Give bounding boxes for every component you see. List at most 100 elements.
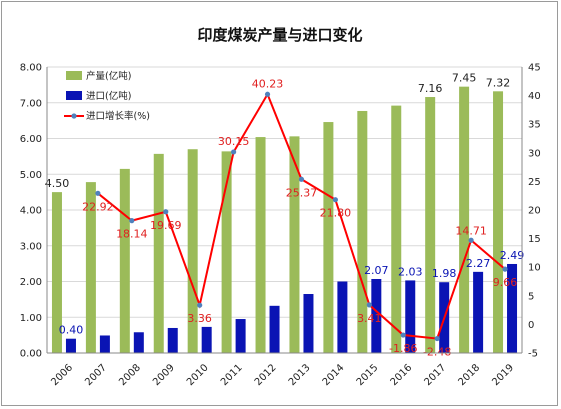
growth-point (95, 190, 101, 196)
growth-data-label: 9.66 (493, 276, 518, 289)
x-tick-label: 2013 (287, 362, 313, 388)
import-bar (337, 281, 348, 353)
y-left-tick-label: 1.00 (20, 313, 42, 324)
import-bar (201, 326, 212, 353)
growth-data-label: 14.71 (455, 224, 487, 237)
y-right-tick-label: 25 (528, 177, 541, 188)
import-bar (235, 319, 246, 353)
growth-point (434, 335, 440, 342)
import-bar (303, 294, 314, 353)
data-labels: 4.50 7.16 7.45 7.32 0.40 2.07 2.03 1.98 2.27 2.49… (45, 72, 525, 359)
y-left-tick-label: 8.00 (20, 63, 42, 74)
import-data-label: 0.40 (59, 324, 84, 337)
import-bar (405, 280, 416, 353)
x-tick-label: 2011 (219, 362, 245, 388)
import-data-label: 2.27 (466, 257, 491, 270)
growth-point (366, 302, 372, 308)
growth-data-label: 25.37 (286, 186, 318, 199)
growth-point (502, 266, 508, 272)
growth-point (231, 149, 237, 155)
y-right-tick-label: 40 (528, 91, 541, 102)
x-tick-label: 2012 (253, 362, 279, 388)
production-bar (187, 149, 198, 353)
growth-data-label: -2.48 (423, 346, 451, 359)
growth-point (197, 302, 203, 308)
y-left-tick-label: 7.00 (20, 98, 42, 109)
production-bar (493, 91, 504, 353)
y-right-tick-label: 35 (528, 120, 541, 131)
y-left-tick-label: 5.00 (20, 170, 42, 181)
import-bar (133, 332, 144, 353)
y-right-tick-label: 5 (528, 291, 534, 302)
growth-point (468, 237, 474, 243)
legend-swatch-production (66, 71, 82, 80)
growth-data-label: 40.23 (252, 77, 284, 90)
import-bar (65, 338, 76, 353)
growth-data-label: 30.15 (218, 135, 250, 148)
legend-marker-growth (71, 113, 77, 119)
production-bar (221, 151, 232, 353)
import-bar (99, 335, 110, 353)
x-tick-label: 2019 (490, 362, 516, 388)
production-bar (357, 110, 368, 353)
growth-point (332, 197, 338, 203)
y-right-tick-label: 10 (528, 263, 541, 274)
production-bar (459, 86, 470, 353)
x-tick-label: 2017 (423, 362, 449, 388)
growth-data-label: -1.86 (389, 342, 417, 355)
import-bar (473, 271, 484, 353)
growth-point (298, 176, 305, 182)
y-right-tick-label: -5 (528, 349, 538, 360)
import-data-label: 2.03 (398, 265, 423, 278)
production-bar (153, 153, 164, 353)
growth-point (400, 332, 406, 338)
y-left-tick-label: 4.00 (20, 206, 42, 217)
y-right-tick-label: 30 (528, 148, 541, 159)
growth-point (129, 218, 135, 224)
growth-data-label: 22.92 (82, 200, 114, 213)
production-bar (425, 97, 436, 353)
legend: 产量(亿吨) 进口(亿吨) 进口增长率(%) (64, 70, 150, 122)
x-tick-label: 2015 (355, 362, 381, 388)
y-right-tick-label: 15 (528, 234, 541, 245)
growth-line (95, 91, 508, 342)
production-bar (51, 192, 62, 353)
production-data-label: 7.16 (418, 82, 443, 95)
x-tick-label: 2007 (83, 362, 109, 388)
x-tick-label: 2018 (456, 362, 482, 388)
y-right-tick-label: 45 (528, 63, 541, 74)
production-bar (119, 168, 130, 353)
y-left-tick-label: 6.00 (20, 134, 42, 145)
production-data-label: 7.45 (452, 72, 477, 85)
legend-label-production: 产量(亿吨) (86, 70, 131, 82)
production-data-label: 7.32 (486, 76, 511, 89)
import-bar (371, 278, 382, 353)
import-data-label: 1.98 (432, 267, 457, 280)
import-bar (167, 327, 178, 353)
production-bar (391, 105, 402, 353)
growth-data-label: 3.41 (357, 312, 382, 325)
production-bar (255, 137, 266, 353)
x-tick-label: 2016 (389, 362, 415, 388)
y-right-tick-label: 20 (528, 206, 541, 217)
bar-marks (51, 86, 518, 354)
legend-label-imports: 进口(亿吨) (86, 90, 131, 102)
production-bar (289, 136, 300, 353)
y-right-tick-label: 0 (528, 320, 534, 331)
growth-data-label: 3.36 (187, 312, 212, 325)
production-bar (323, 122, 334, 354)
y-left-tick-label: 2.00 (20, 277, 42, 288)
x-tick-label: 2014 (321, 362, 347, 388)
growth-data-label: 19.69 (150, 219, 182, 232)
production-bar (85, 182, 96, 353)
y-left-tick-label: 0.00 (20, 349, 42, 360)
legend-swatch-imports (66, 91, 82, 100)
legend-label-growth: 进口增长率(%) (86, 110, 150, 122)
growth-data-label: 18.14 (116, 228, 148, 241)
x-tick-label: 2006 (49, 362, 75, 388)
import-data-label: 2.07 (364, 264, 389, 277)
growth-point (264, 91, 271, 97)
import-bar (269, 305, 280, 353)
